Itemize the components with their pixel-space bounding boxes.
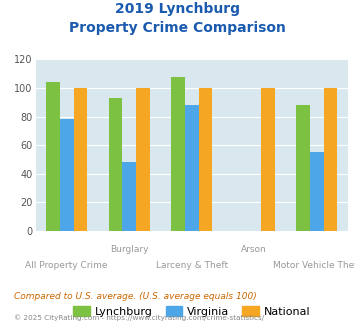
- Bar: [198, 88, 212, 231]
- Text: Larceny & Theft: Larceny & Theft: [155, 261, 228, 270]
- Bar: [136, 88, 150, 231]
- Bar: [171, 77, 185, 231]
- Bar: [296, 105, 310, 231]
- Bar: [73, 88, 87, 231]
- Bar: [261, 88, 275, 231]
- Text: 2019 Lynchburg: 2019 Lynchburg: [115, 2, 240, 16]
- Bar: [109, 98, 122, 231]
- Bar: [323, 88, 337, 231]
- Legend: Lynchburg, Virginia, National: Lynchburg, Virginia, National: [69, 302, 315, 321]
- Text: Burglary: Burglary: [110, 245, 148, 254]
- Text: Compared to U.S. average. (U.S. average equals 100): Compared to U.S. average. (U.S. average …: [14, 292, 257, 301]
- Bar: [46, 82, 60, 231]
- Bar: [185, 105, 198, 231]
- Text: Arson: Arson: [241, 245, 267, 254]
- Text: All Property Crime: All Property Crime: [26, 261, 108, 270]
- Text: © 2025 CityRating.com - https://www.cityrating.com/crime-statistics/: © 2025 CityRating.com - https://www.city…: [14, 314, 264, 321]
- Bar: [122, 162, 136, 231]
- Text: Property Crime Comparison: Property Crime Comparison: [69, 21, 286, 35]
- Text: Motor Vehicle Theft: Motor Vehicle Theft: [273, 261, 355, 270]
- Bar: [310, 152, 323, 231]
- Bar: [60, 119, 73, 231]
